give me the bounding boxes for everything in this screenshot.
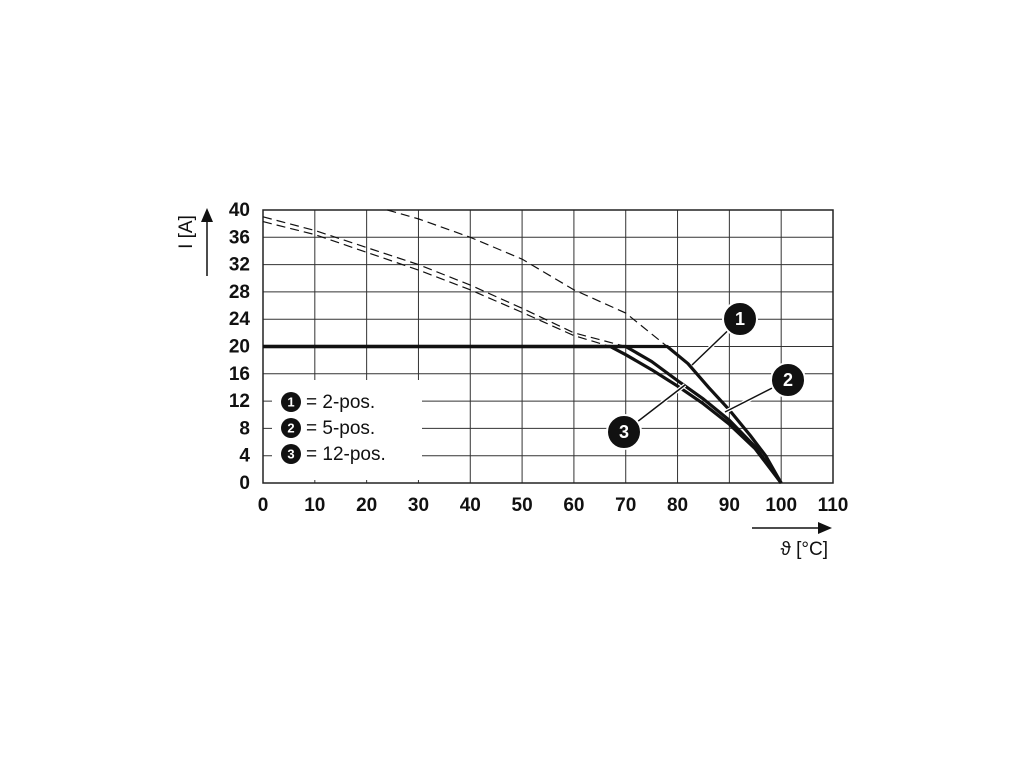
dashed-curve xyxy=(262,216,626,348)
y-tick-label: 36 xyxy=(229,227,250,248)
y-tick-label: 20 xyxy=(229,337,250,358)
y-axis-arrowhead xyxy=(201,208,213,222)
legend-entry: = 5-pos. xyxy=(306,418,375,439)
y-tick-label: 8 xyxy=(239,418,250,439)
legend-entry: = 12-pos. xyxy=(306,444,386,465)
x-axis-label: ϑ [°C] xyxy=(780,539,828,560)
x-tick-label: 110 xyxy=(818,495,849,516)
y-axis-label: I [A] xyxy=(176,215,197,249)
y-tick-label: 32 xyxy=(229,255,250,276)
callout-number: 2 xyxy=(783,370,793,390)
legend-marker-number: 3 xyxy=(287,446,294,461)
x-tick-label: 100 xyxy=(765,495,797,516)
x-tick-label: 90 xyxy=(719,495,740,516)
x-tick-label: 80 xyxy=(667,495,688,516)
y-tick-label: 28 xyxy=(229,282,250,303)
legend: 1 = 2-pos. 2 = 5-pos. 3 = 12-pos. xyxy=(272,380,422,480)
y-tick-label: 4 xyxy=(239,446,250,467)
legend-marker xyxy=(281,444,301,464)
legend-marker xyxy=(281,392,301,412)
x-tick-label: 40 xyxy=(460,495,481,516)
callout-number: 1 xyxy=(735,309,745,329)
callout-circle xyxy=(722,301,758,337)
curve xyxy=(263,344,783,484)
y-tick-label: 16 xyxy=(229,364,250,385)
y-tick-label: 40 xyxy=(229,200,250,221)
callout-circle xyxy=(606,414,642,450)
y-tick-label: 12 xyxy=(229,391,250,412)
legend-entry: = 2-pos. xyxy=(306,392,375,413)
legend-marker-number: 2 xyxy=(287,420,294,435)
callout-number: 3 xyxy=(619,422,629,442)
callouts: 1 2 3 xyxy=(606,301,806,450)
x-tick-label: 60 xyxy=(563,495,584,516)
y-tick-label: 24 xyxy=(229,309,251,330)
curve xyxy=(263,344,783,484)
x-tick-label: 10 xyxy=(304,495,325,516)
y-tick-label: 0 xyxy=(239,473,250,494)
dashed-curve xyxy=(262,221,611,348)
x-tick-label: 30 xyxy=(408,495,429,516)
callout-circle xyxy=(770,362,806,398)
x-tick-label: 0 xyxy=(258,495,269,516)
legend-marker-number: 1 xyxy=(287,394,294,409)
x-axis-arrowhead xyxy=(818,522,832,534)
legend-marker xyxy=(281,418,301,438)
curve xyxy=(263,344,783,484)
x-tick-label: 50 xyxy=(512,495,533,516)
x-tick-label: 20 xyxy=(356,495,377,516)
lines xyxy=(262,209,783,484)
x-tick-label: 70 xyxy=(615,495,636,516)
dashed-curve xyxy=(387,209,668,347)
